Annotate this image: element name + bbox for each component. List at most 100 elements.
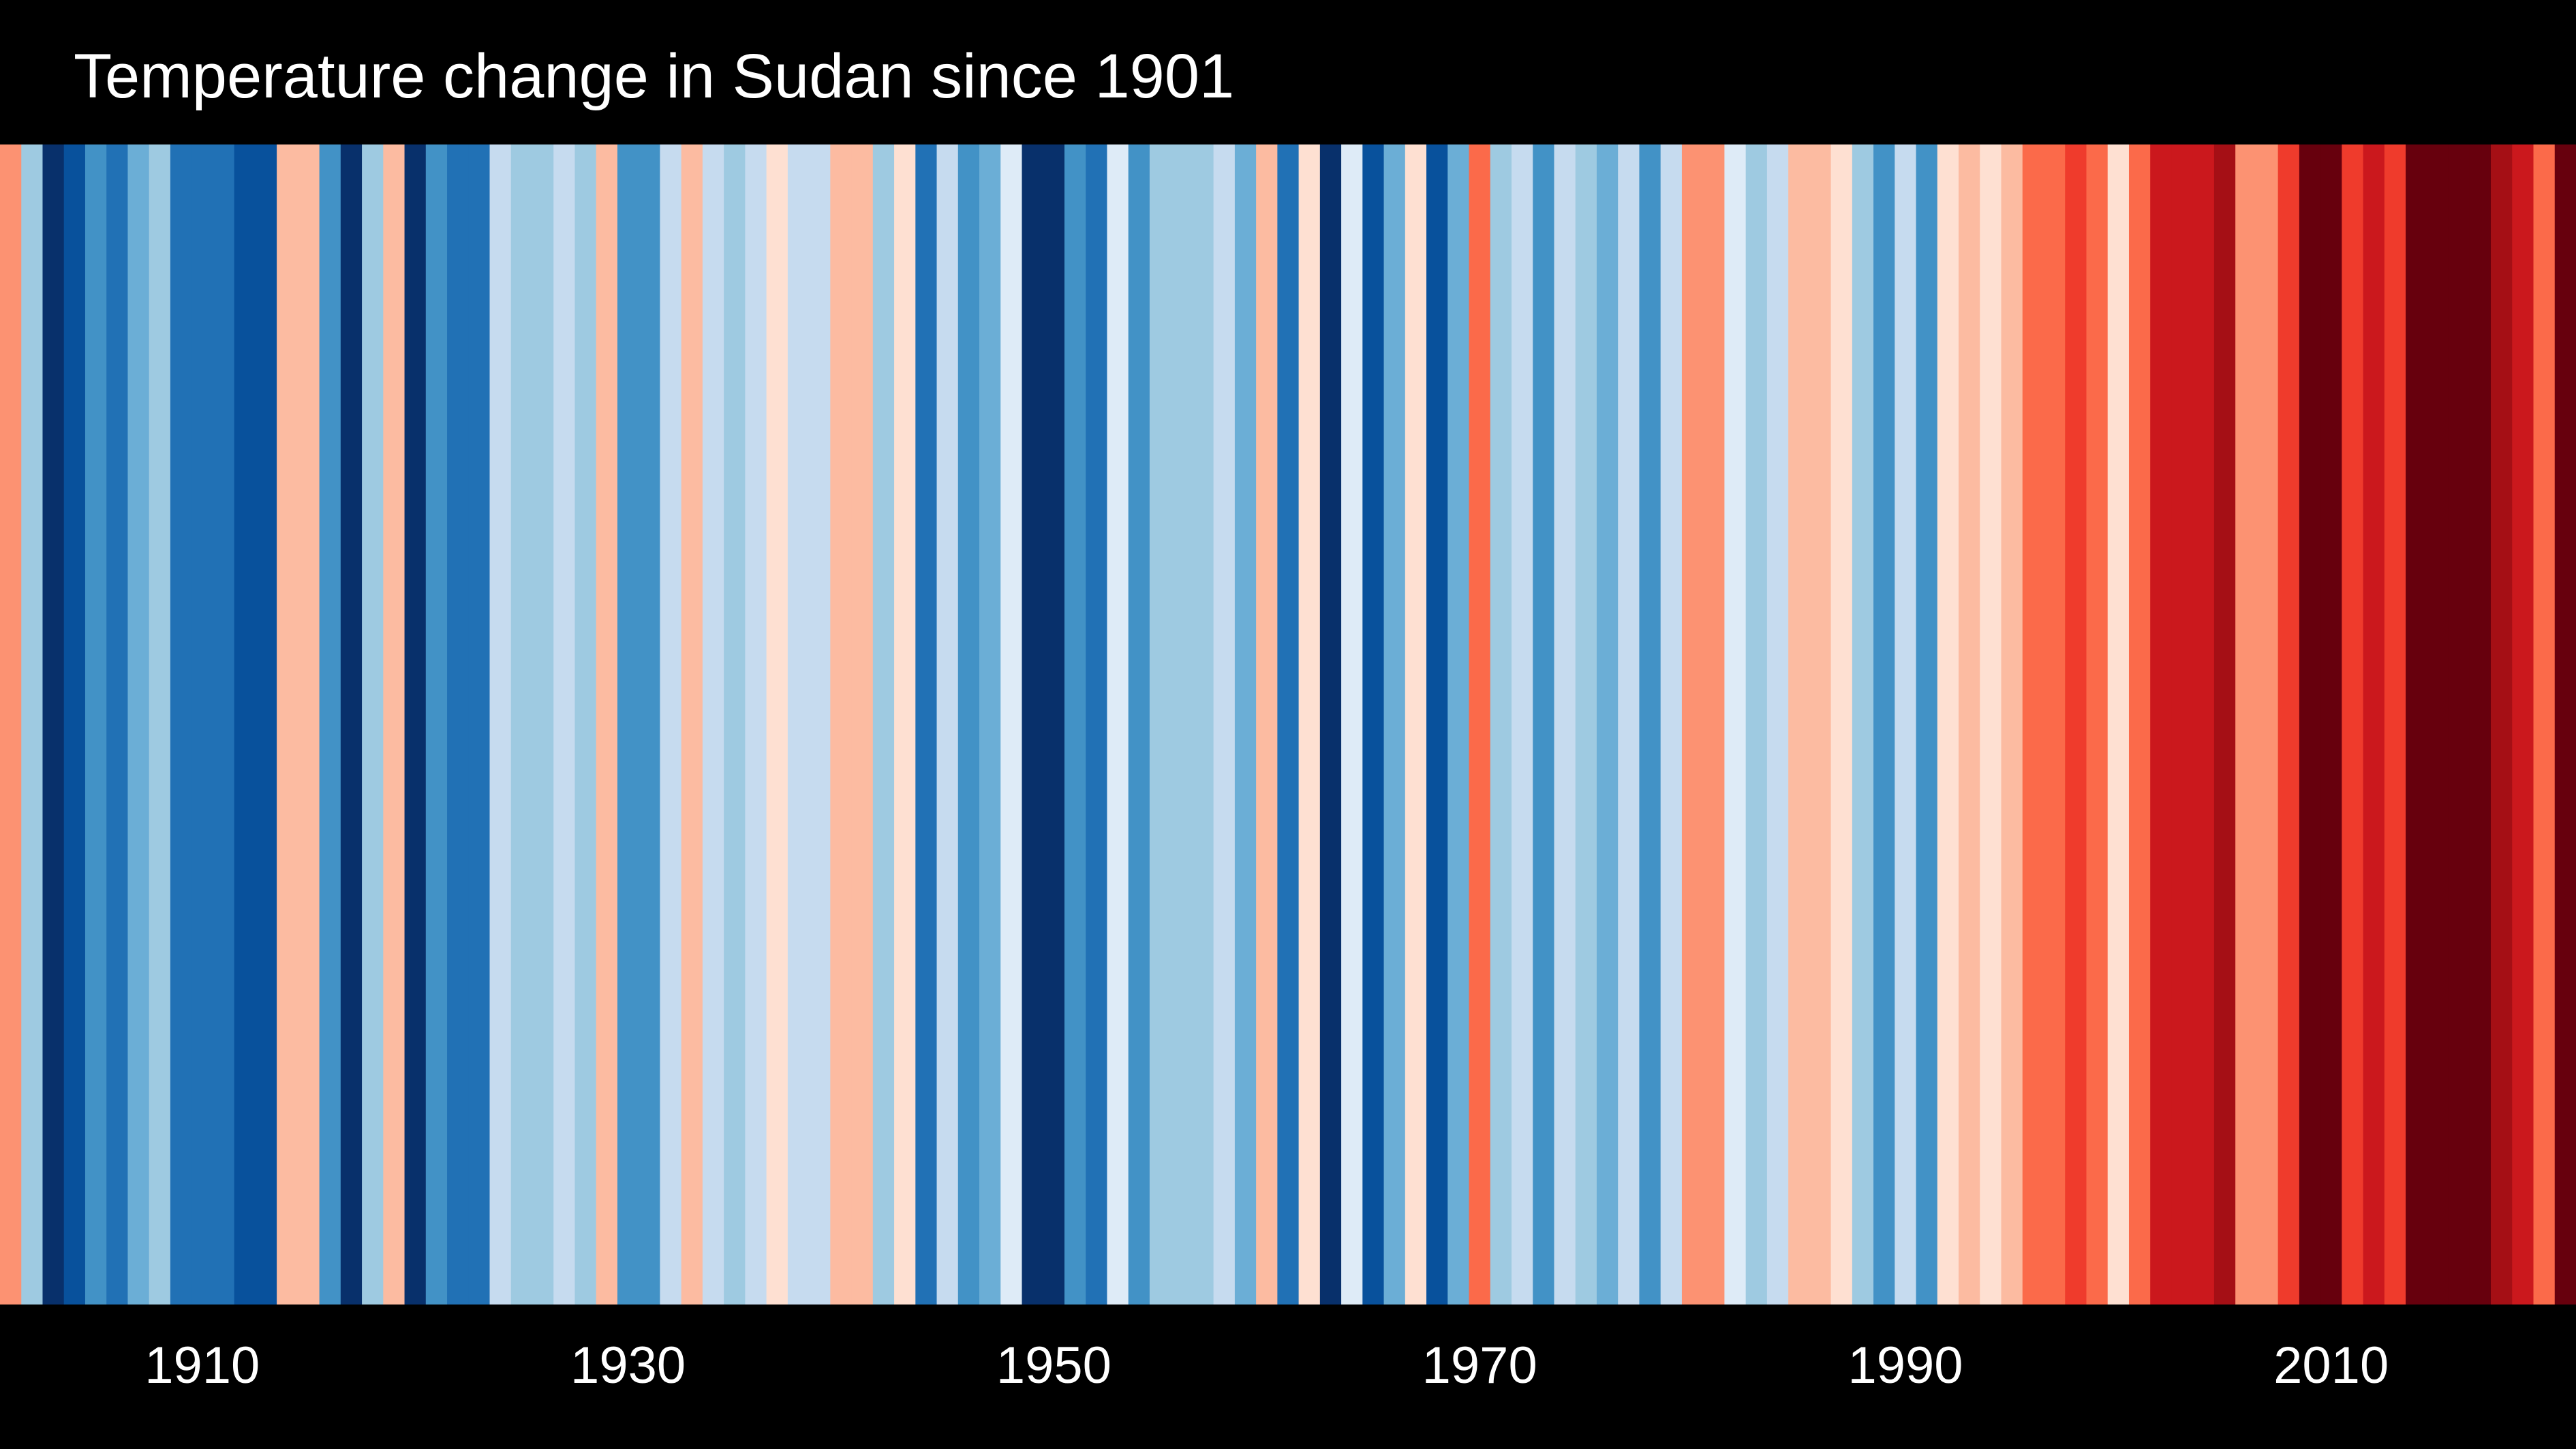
stripe-1988 <box>1852 144 1874 1305</box>
stripe-1957 <box>1192 144 1214 1305</box>
stripe-1930 <box>617 144 639 1305</box>
stripe-2010 <box>2320 144 2342 1305</box>
stripe-2007 <box>2256 144 2279 1305</box>
stripe-2014 <box>2406 144 2427 1305</box>
stripe-1981 <box>1703 144 1726 1305</box>
stripe-2018 <box>2491 144 2513 1305</box>
stripe-1914 <box>277 144 298 1305</box>
stripe-1929 <box>596 144 618 1305</box>
stripe-1974 <box>1554 144 1576 1305</box>
stripe-1953 <box>1107 144 1129 1305</box>
stripe-1907 <box>127 144 150 1305</box>
stripe-1944 <box>915 144 938 1305</box>
stripe-1965 <box>1362 144 1385 1305</box>
stripe-1945 <box>936 144 959 1305</box>
x-tick-label: 1950 <box>996 1337 1111 1394</box>
stripe-1971 <box>1490 144 1512 1305</box>
stripe-1958 <box>1213 144 1236 1305</box>
stripe-2006 <box>2235 144 2258 1305</box>
stripe-2021 <box>2554 144 2576 1305</box>
x-tick-label: 2010 <box>2273 1337 2389 1394</box>
stripe-2020 <box>2533 144 2556 1305</box>
stripe-1979 <box>1660 144 1683 1305</box>
stripe-1982 <box>1724 144 1747 1305</box>
stripe-1964 <box>1341 144 1363 1305</box>
stripe-1960 <box>1256 144 1278 1305</box>
stripe-1920 <box>404 144 427 1305</box>
stripe-1901 <box>0 144 22 1305</box>
stripe-1913 <box>255 144 277 1305</box>
stripe-1908 <box>149 144 171 1305</box>
stripe-1997 <box>2044 144 2066 1305</box>
stripe-1966 <box>1383 144 1406 1305</box>
stripe-1916 <box>319 144 341 1305</box>
stripe-1938 <box>787 144 810 1305</box>
stripe-1935 <box>724 144 746 1305</box>
stripe-1915 <box>298 144 320 1305</box>
stripe-1911 <box>213 144 235 1305</box>
stripe-1969 <box>1447 144 1470 1305</box>
stripe-2016 <box>2448 144 2470 1305</box>
stripe-1952 <box>1086 144 1108 1305</box>
stripe-1963 <box>1319 144 1342 1305</box>
stripe-1924 <box>489 144 512 1305</box>
stripe-2011 <box>2342 144 2364 1305</box>
stripe-1939 <box>809 144 831 1305</box>
stripe-2008 <box>2278 144 2300 1305</box>
stripe-2013 <box>2384 144 2406 1305</box>
stripe-1986 <box>1809 144 1832 1305</box>
stripe-1906 <box>106 144 129 1305</box>
stripe-1949 <box>1022 144 1044 1305</box>
stripe-1978 <box>1639 144 1661 1305</box>
stripe-1931 <box>639 144 661 1305</box>
stripe-1970 <box>1469 144 1491 1305</box>
stripe-1954 <box>1128 144 1150 1305</box>
stripe-1975 <box>1575 144 1597 1305</box>
stripe-2001 <box>2128 144 2151 1305</box>
x-axis: 1910 1930 1950 1970 1990 2010 <box>0 1305 2576 1449</box>
stripe-1948 <box>1000 144 1023 1305</box>
stripe-1933 <box>681 144 703 1305</box>
stripe-1984 <box>1766 144 1789 1305</box>
stripe-1932 <box>660 144 682 1305</box>
stripe-1927 <box>553 144 576 1305</box>
stripe-1987 <box>1830 144 1853 1305</box>
stripe-1992 <box>1937 144 1959 1305</box>
stripe-1922 <box>447 144 469 1305</box>
stripe-1959 <box>1234 144 1257 1305</box>
stripe-1977 <box>1618 144 1640 1305</box>
stripe-1919 <box>383 144 405 1305</box>
stripe-1918 <box>362 144 384 1305</box>
stripe-1999 <box>2086 144 2109 1305</box>
stripe-1921 <box>425 144 448 1305</box>
stripe-1976 <box>1596 144 1619 1305</box>
stripe-1912 <box>234 144 256 1305</box>
x-tick-label: 1970 <box>1422 1337 1537 1394</box>
stripe-2002 <box>2150 144 2173 1305</box>
stripe-1996 <box>2022 144 2044 1305</box>
stripe-1928 <box>574 144 597 1305</box>
stripe-2004 <box>2192 144 2215 1305</box>
stripe-1961 <box>1277 144 1300 1305</box>
warming-stripes <box>0 144 2576 1305</box>
stripe-1951 <box>1064 144 1086 1305</box>
stripe-1937 <box>766 144 788 1305</box>
stripe-1934 <box>702 144 724 1305</box>
chart-title: Temperature change in Sudan since 1901 <box>74 42 1235 111</box>
x-tick-label: 1930 <box>570 1337 686 1394</box>
stripe-1946 <box>957 144 980 1305</box>
stripe-1943 <box>894 144 916 1305</box>
stripe-1985 <box>1788 144 1810 1305</box>
stripe-1968 <box>1426 144 1448 1305</box>
stripe-1989 <box>1873 144 1895 1305</box>
stripe-1923 <box>468 144 491 1305</box>
stripe-1941 <box>851 144 874 1305</box>
stripe-1942 <box>872 144 895 1305</box>
stripe-1995 <box>2001 144 2023 1305</box>
stripe-1910 <box>191 144 213 1305</box>
stripe-2019 <box>2512 144 2534 1305</box>
stripe-2015 <box>2427 144 2449 1305</box>
stripe-1994 <box>1980 144 2002 1305</box>
stripe-1926 <box>532 144 554 1305</box>
stripe-1917 <box>340 144 363 1305</box>
